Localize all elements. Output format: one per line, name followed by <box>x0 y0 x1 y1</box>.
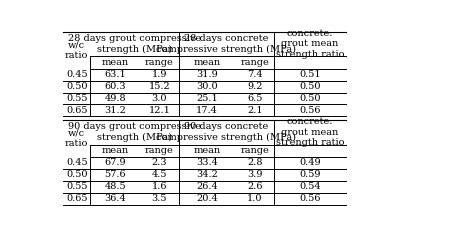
Text: 0.50: 0.50 <box>299 94 321 103</box>
Text: 0.51: 0.51 <box>299 70 321 79</box>
Text: 90 days concrete
compressive strength (MPa): 90 days concrete compressive strength (M… <box>156 122 296 142</box>
Text: 34.2: 34.2 <box>196 170 218 179</box>
Text: 9.2: 9.2 <box>247 82 263 91</box>
Text: 4.5: 4.5 <box>152 170 167 179</box>
Text: 0.49: 0.49 <box>299 158 321 167</box>
Text: 17.4: 17.4 <box>196 106 218 115</box>
Text: 28 days concrete
compressive strength (MPa): 28 days concrete compressive strength (M… <box>156 34 296 54</box>
Text: 31.9: 31.9 <box>196 70 218 79</box>
Text: 30.0: 30.0 <box>196 82 218 91</box>
Text: 6.5: 6.5 <box>247 94 263 103</box>
Text: mean: mean <box>193 146 221 155</box>
Text: 1.0: 1.0 <box>247 194 263 203</box>
Text: 28 days grout compressive
strength (MPa): 28 days grout compressive strength (MPa) <box>68 34 201 54</box>
Text: concrete:
grout mean
strength ratio: concrete: grout mean strength ratio <box>276 117 344 147</box>
Text: range: range <box>240 58 269 67</box>
Text: 33.4: 33.4 <box>196 158 218 167</box>
Text: range: range <box>145 58 174 67</box>
Text: 25.1: 25.1 <box>196 94 218 103</box>
Text: 0.50: 0.50 <box>299 82 321 91</box>
Text: mean: mean <box>102 146 129 155</box>
Text: 0.55: 0.55 <box>66 94 87 103</box>
Text: 0.45: 0.45 <box>66 70 88 79</box>
Text: 12.1: 12.1 <box>148 106 170 115</box>
Text: 0.59: 0.59 <box>299 170 321 179</box>
Text: 60.3: 60.3 <box>104 82 126 91</box>
Text: 2.8: 2.8 <box>247 158 263 167</box>
Text: 0.50: 0.50 <box>66 170 87 179</box>
Text: 0.54: 0.54 <box>299 182 321 191</box>
Text: w/c
ratio: w/c ratio <box>65 40 88 60</box>
Text: 0.65: 0.65 <box>66 106 87 115</box>
Text: 26.4: 26.4 <box>196 182 218 191</box>
Text: 49.8: 49.8 <box>104 94 126 103</box>
Text: 7.4: 7.4 <box>247 70 263 79</box>
Text: 31.2: 31.2 <box>104 106 126 115</box>
Text: 2.3: 2.3 <box>152 158 167 167</box>
Text: concrete:
grout mean
strength ratio: concrete: grout mean strength ratio <box>276 29 344 59</box>
Text: 0.55: 0.55 <box>66 182 87 191</box>
Text: mean: mean <box>193 58 221 67</box>
Text: 3.0: 3.0 <box>152 94 167 103</box>
Text: 36.4: 36.4 <box>104 194 126 203</box>
Text: 0.50: 0.50 <box>66 82 87 91</box>
Text: 0.56: 0.56 <box>299 194 321 203</box>
Text: 1.9: 1.9 <box>152 70 167 79</box>
Text: range: range <box>240 146 269 155</box>
Text: 3.5: 3.5 <box>152 194 167 203</box>
Text: 2.6: 2.6 <box>247 182 263 191</box>
Text: 0.45: 0.45 <box>66 158 88 167</box>
Text: 0.56: 0.56 <box>299 106 321 115</box>
Text: 67.9: 67.9 <box>104 158 126 167</box>
Text: 63.1: 63.1 <box>104 70 126 79</box>
Text: 1.6: 1.6 <box>152 182 167 191</box>
Text: 2.1: 2.1 <box>247 106 263 115</box>
Text: 15.2: 15.2 <box>148 82 170 91</box>
Text: 57.6: 57.6 <box>104 170 126 179</box>
Text: 90 days grout compressive
strength (MPa): 90 days grout compressive strength (MPa) <box>68 122 201 142</box>
Text: 0.65: 0.65 <box>66 194 87 203</box>
Text: mean: mean <box>102 58 129 67</box>
Text: range: range <box>145 146 174 155</box>
Text: w/c
ratio: w/c ratio <box>65 129 88 148</box>
Text: 3.9: 3.9 <box>247 170 263 179</box>
Text: 20.4: 20.4 <box>196 194 218 203</box>
Text: 48.5: 48.5 <box>104 182 126 191</box>
